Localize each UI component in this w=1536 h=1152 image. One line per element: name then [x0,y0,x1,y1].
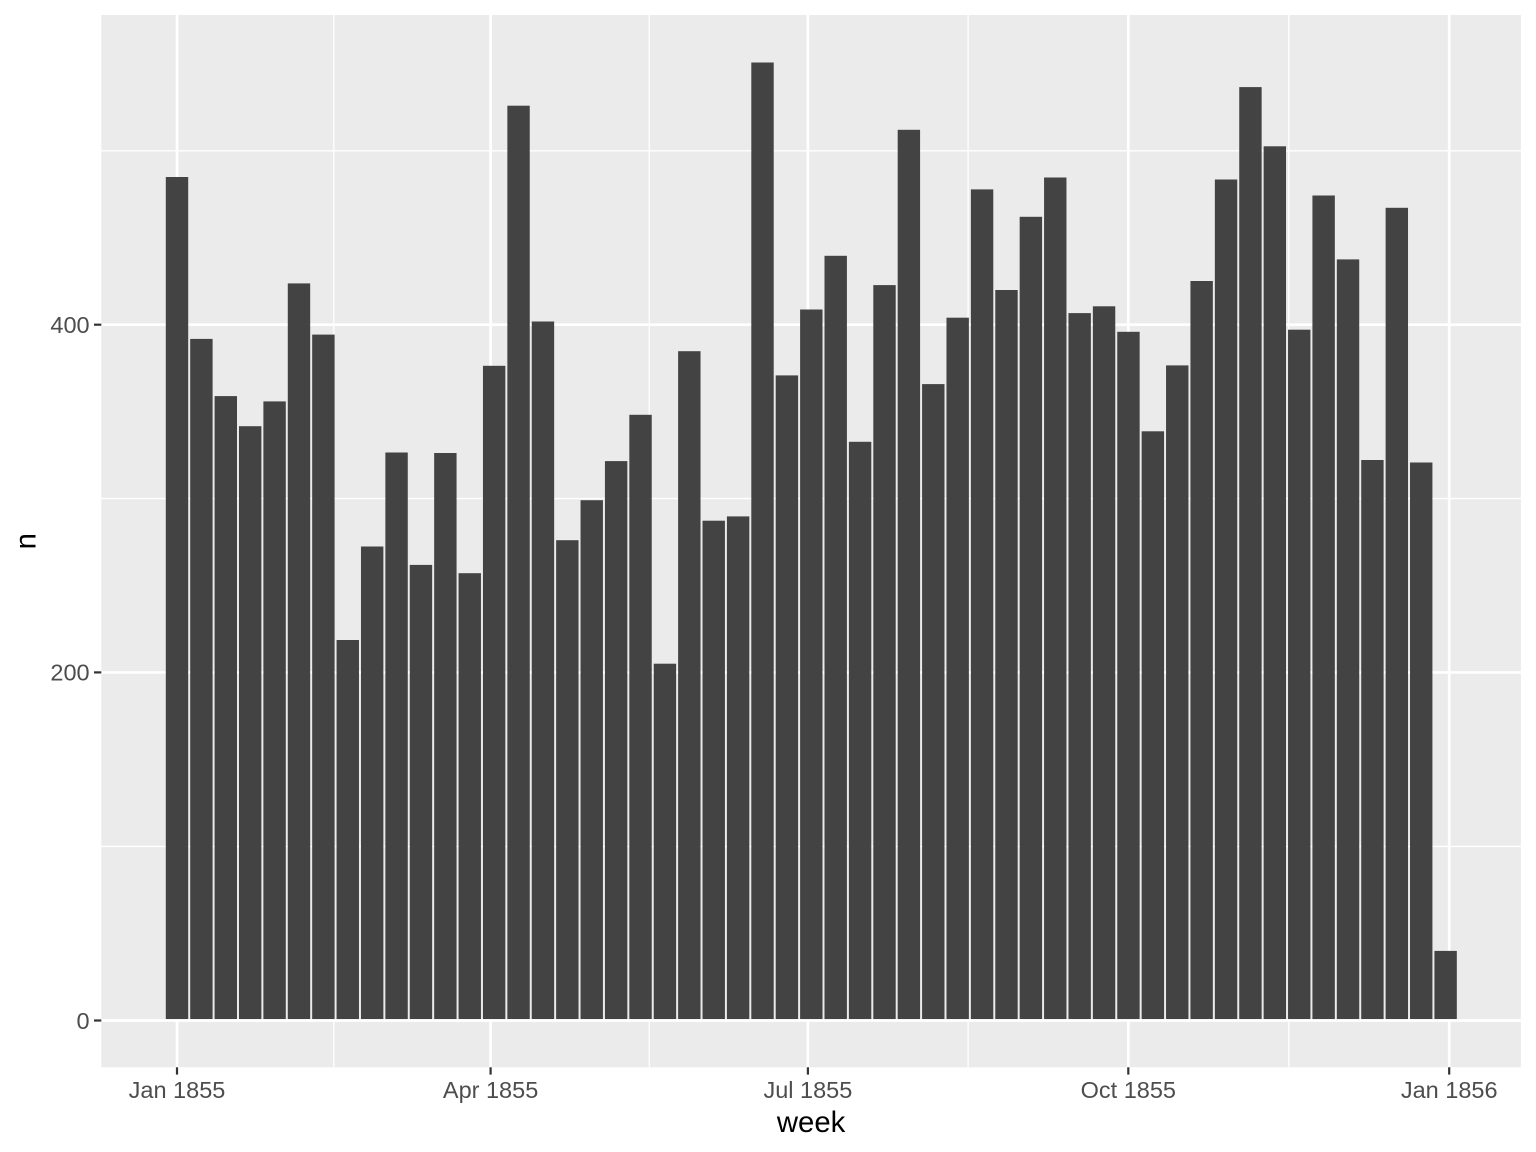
svg-text:Oct 1855: Oct 1855 [1081,1077,1176,1103]
svg-text:Jul 1855: Jul 1855 [763,1077,852,1103]
svg-text:n: n [10,533,43,549]
svg-text:Apr 1855: Apr 1855 [443,1077,538,1103]
svg-text:Jan 1855: Jan 1855 [129,1077,226,1103]
svg-text:week: week [776,1106,846,1139]
svg-text:200: 200 [50,660,89,686]
svg-text:400: 400 [50,312,89,338]
svg-text:0: 0 [77,1008,90,1034]
svg-text:Jan 1856: Jan 1856 [1401,1077,1498,1103]
